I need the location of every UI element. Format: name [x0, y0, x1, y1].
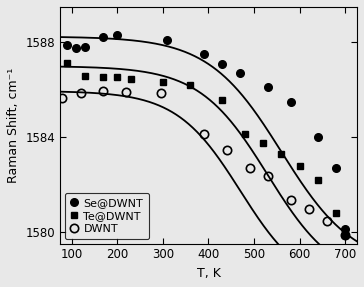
DWNT [225, 148, 229, 152]
DWNT [288, 198, 293, 201]
Te@DWNT [316, 178, 320, 181]
DWNT [307, 208, 311, 211]
Te@DWNT [83, 74, 87, 77]
Legend: Se@DWNT, Te@DWNT, DWNT: Se@DWNT, Te@DWNT, DWNT [64, 193, 149, 239]
Se@DWNT [238, 71, 242, 75]
Se@DWNT [74, 47, 78, 50]
Se@DWNT [115, 34, 119, 37]
Te@DWNT [297, 164, 302, 167]
Te@DWNT [220, 99, 224, 102]
Se@DWNT [101, 35, 106, 38]
DWNT [248, 166, 252, 170]
Se@DWNT [343, 228, 348, 231]
DWNT [124, 90, 128, 94]
Se@DWNT [220, 62, 224, 65]
Y-axis label: Raman Shift, cm⁻¹: Raman Shift, cm⁻¹ [7, 68, 20, 183]
Te@DWNT [188, 83, 192, 87]
Te@DWNT [115, 75, 119, 78]
Se@DWNT [266, 86, 270, 89]
DWNT [266, 174, 270, 178]
Se@DWNT [83, 45, 87, 49]
Se@DWNT [288, 100, 293, 103]
DWNT [79, 92, 83, 95]
Line: Se@DWNT: Se@DWNT [63, 32, 349, 233]
Se@DWNT [65, 43, 69, 46]
Te@DWNT [101, 75, 106, 78]
Te@DWNT [161, 80, 165, 83]
Se@DWNT [202, 53, 206, 56]
Te@DWNT [65, 61, 69, 64]
Te@DWNT [243, 132, 247, 135]
Te@DWNT [261, 141, 265, 145]
DWNT [101, 89, 106, 93]
X-axis label: T, K: T, K [197, 267, 220, 280]
Te@DWNT [279, 152, 284, 156]
Line: Te@DWNT: Te@DWNT [63, 59, 349, 239]
DWNT [343, 234, 348, 237]
DWNT [158, 92, 163, 95]
DWNT [325, 220, 329, 223]
Se@DWNT [316, 135, 320, 139]
DWNT [60, 96, 64, 100]
Line: DWNT: DWNT [58, 87, 349, 240]
DWNT [202, 132, 206, 135]
Se@DWNT [165, 38, 170, 42]
Te@DWNT [334, 211, 339, 215]
Te@DWNT [343, 234, 348, 237]
Se@DWNT [334, 166, 339, 170]
Te@DWNT [128, 77, 133, 81]
